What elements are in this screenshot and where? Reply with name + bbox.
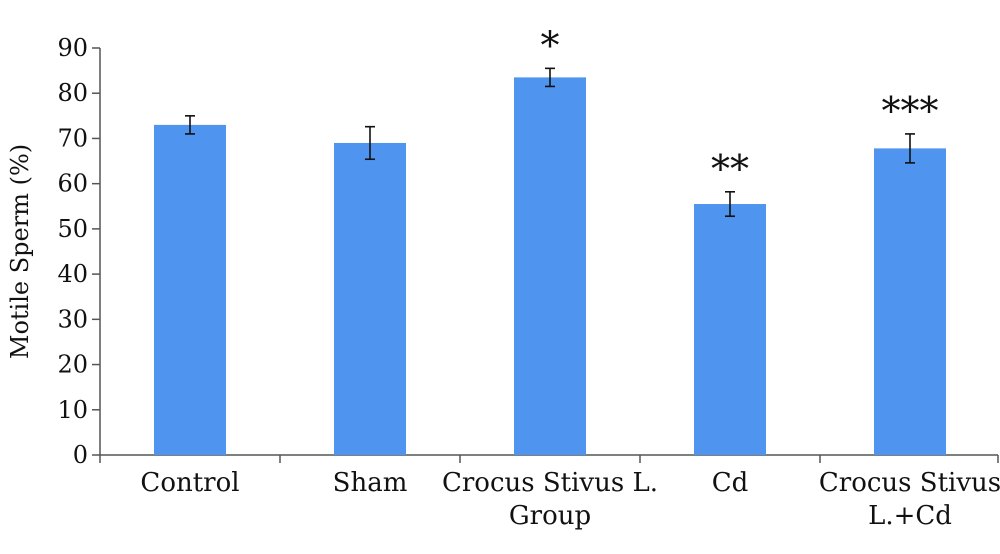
y-axis: 0 10 20 30 40 50 60 70 80 90 bbox=[57, 34, 101, 469]
bar bbox=[334, 142, 406, 455]
bar bbox=[874, 148, 946, 456]
y-tick-label: 20 bbox=[57, 351, 88, 379]
x-category-label-line: Group bbox=[509, 501, 591, 531]
y-tick-label: 10 bbox=[57, 396, 88, 424]
y-tick-label: 30 bbox=[57, 305, 88, 333]
x-category-label-line: Sham bbox=[333, 468, 408, 498]
x-category-label: Sham bbox=[333, 468, 408, 498]
x-category-label-line: Crocus Stivus L. bbox=[442, 468, 658, 498]
significance-label: * bbox=[541, 23, 560, 67]
x-category-label: Crocus Stivus L.+Cd bbox=[819, 468, 1000, 531]
x-category-label-line: L.+Cd bbox=[868, 501, 952, 531]
bar bbox=[694, 204, 766, 455]
y-tick-label: 70 bbox=[57, 124, 88, 152]
x-category-label-line: Control bbox=[140, 468, 239, 498]
error-bars bbox=[185, 67, 915, 218]
x-category-label-line: Cd bbox=[712, 468, 749, 498]
y-tick-label: 60 bbox=[57, 170, 88, 198]
y-tick-label: 0 bbox=[73, 441, 88, 469]
bar bbox=[154, 124, 226, 455]
bars bbox=[154, 77, 946, 456]
bar bbox=[514, 77, 586, 456]
significance-annotations: ****** bbox=[541, 23, 939, 190]
x-category-label: Control bbox=[140, 468, 239, 498]
y-tick-label: 40 bbox=[57, 260, 88, 288]
x-axis: Control Sham Crocus Stivus L. Group Cd Crocus… bbox=[99, 454, 1000, 531]
x-category-label: Cd bbox=[712, 468, 749, 498]
significance-label: *** bbox=[882, 89, 939, 133]
y-tick-label: 80 bbox=[57, 79, 88, 107]
y-tick-label: 90 bbox=[57, 34, 88, 62]
x-category-label: Crocus Stivus L. Group bbox=[442, 468, 658, 531]
y-tick-label: 50 bbox=[57, 215, 88, 243]
significance-label: ** bbox=[711, 147, 749, 191]
x-category-label-line: Crocus Stivus bbox=[819, 468, 1000, 498]
y-axis-title: Motile Sperm (%) bbox=[6, 144, 34, 359]
